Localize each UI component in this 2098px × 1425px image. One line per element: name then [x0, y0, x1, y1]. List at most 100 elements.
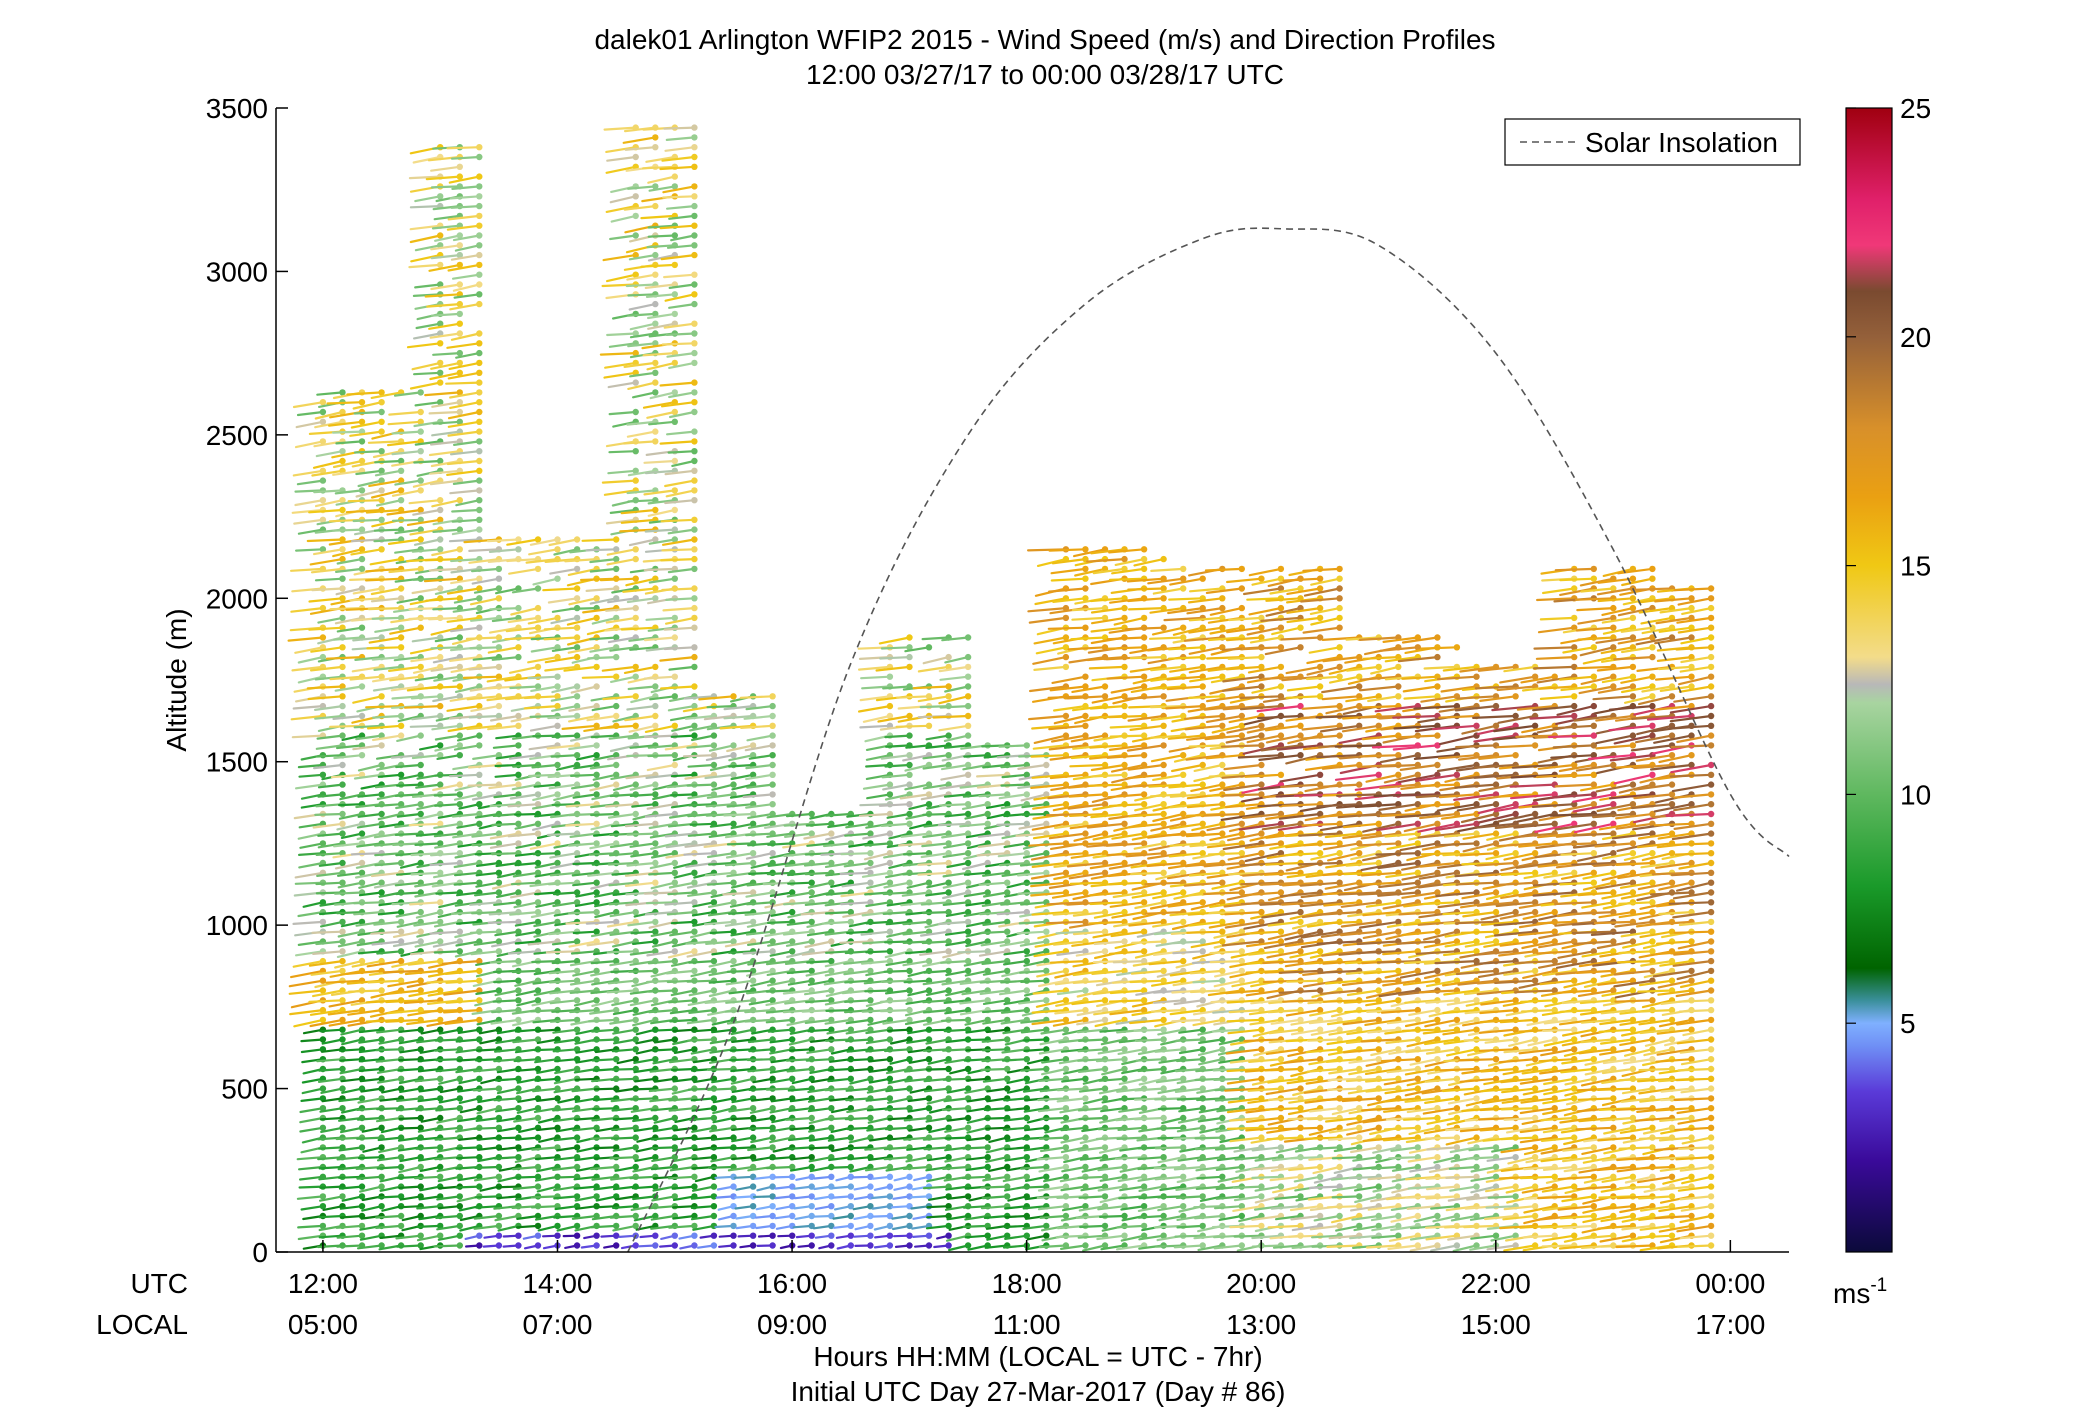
wind-barb-staff — [339, 1214, 364, 1219]
wind-barb-dot — [925, 801, 933, 808]
wind-barb-dot — [397, 908, 405, 916]
wind-barb-dot — [573, 997, 581, 1004]
wind-barb-dot — [691, 614, 698, 622]
wind-barb-staff — [601, 665, 637, 672]
wind-barb-dot — [691, 928, 698, 935]
wind-barb-dot — [456, 634, 463, 641]
wind-barb-dot — [632, 1144, 639, 1151]
wind-barb-dot — [476, 418, 483, 425]
wind-barb-dot — [964, 1193, 972, 1200]
wind-barb-dot — [476, 173, 483, 180]
wind-barb-dot — [691, 653, 698, 661]
wind-barb-staff — [647, 989, 676, 993]
wind-barb-dot — [515, 1105, 522, 1112]
wind-barb-dot — [476, 791, 483, 798]
wind-barb-dot — [671, 869, 678, 876]
wind-barb-dot — [378, 1173, 385, 1181]
wind-barb-dot — [613, 1222, 620, 1230]
wind-barb-dot — [437, 261, 444, 269]
wind-barb-dot — [476, 408, 483, 416]
wind-barb-staff — [884, 744, 911, 748]
wind-barb-dot — [339, 879, 346, 886]
wind-barb-staff — [299, 1175, 324, 1181]
wind-barb-staff — [628, 303, 657, 311]
wind-barb-staff — [336, 744, 364, 750]
wind-barb-dot — [476, 349, 483, 357]
wind-barb-staff — [314, 499, 344, 508]
wind-barb-dot — [476, 300, 483, 308]
wind-barb-dot — [319, 546, 327, 553]
wind-barb-dot — [652, 134, 659, 141]
wind-barb-dot — [593, 1232, 600, 1239]
wind-barb-dot — [456, 242, 463, 249]
wind-barb-staff — [376, 1165, 403, 1170]
wind-barb-dot — [397, 1222, 405, 1230]
wind-barb-staff — [435, 891, 461, 895]
wind-barb-staff — [334, 489, 364, 495]
wind-barb-dot — [515, 742, 522, 749]
wind-barb-staff — [626, 832, 657, 836]
wind-barb-staff — [297, 763, 324, 769]
wind-barb-dot — [769, 1144, 776, 1151]
wind-barb-staff — [311, 587, 344, 592]
wind-barb-dot — [632, 477, 639, 484]
wind-barb-dot — [769, 732, 776, 739]
wind-barb-dot — [652, 1242, 659, 1249]
wind-barb-dot — [906, 1212, 913, 1220]
wind-barb-dot — [339, 624, 346, 631]
wind-barb-staff — [333, 636, 364, 641]
wind-barb-dot — [906, 732, 913, 739]
wind-barb-dot — [437, 702, 444, 710]
wind-barb-staff — [492, 744, 520, 749]
wind-barb-dot — [593, 1193, 600, 1200]
wind-barb-dot — [339, 1065, 346, 1073]
wind-barb-staff — [353, 724, 383, 729]
wind-barb-staff — [824, 910, 852, 915]
wind-barb-dot — [808, 918, 815, 926]
wind-barb-dot — [671, 722, 678, 729]
wind-barb-dot — [554, 1095, 561, 1102]
wind-barb-staff — [317, 1146, 344, 1150]
wind-barb-staff — [940, 1018, 970, 1022]
wind-barb-staff — [297, 528, 324, 535]
wind-barb-dot — [339, 1016, 346, 1024]
wind-barb-dot — [476, 291, 483, 298]
wind-barb-dot — [691, 193, 698, 200]
wind-barb-dot — [691, 340, 698, 347]
wind-barb-dot — [437, 653, 444, 661]
wind-barb-dot — [573, 634, 581, 641]
wind-barb-staff — [338, 1116, 364, 1122]
wind-barb-dot — [906, 820, 913, 827]
wind-barb-dot — [945, 1242, 952, 1249]
wind-barb-staff — [338, 1097, 364, 1103]
wind-barb-staff — [334, 616, 364, 625]
wind-barb-dot — [339, 663, 346, 671]
wind-barb-dot — [691, 251, 698, 259]
wind-barb-dot — [397, 938, 405, 945]
wind-barb-staff — [879, 1008, 911, 1013]
wind-barb-staff — [939, 675, 970, 681]
wind-barb-staff — [474, 1165, 500, 1170]
wind-barb-dot — [437, 359, 444, 367]
wind-barb-staff — [340, 1126, 364, 1134]
wind-barb-staff — [356, 1175, 383, 1180]
wind-barb-staff — [300, 1048, 324, 1054]
wind-barb-dot — [652, 781, 659, 788]
wind-barb-staff — [414, 842, 442, 847]
wind-barb-dot — [397, 771, 405, 778]
wind-barb-dot — [417, 928, 424, 935]
wind-barb-staff — [585, 587, 618, 593]
wind-barb-staff — [301, 1087, 324, 1095]
wind-barb-dot — [358, 820, 366, 827]
wind-barb-dot — [339, 997, 346, 1004]
wind-barb-staff — [962, 1224, 989, 1229]
wind-barb-dot — [495, 948, 503, 955]
wind-barb-dot — [652, 369, 659, 376]
wind-barb-staff — [315, 744, 344, 750]
wind-barb-dot — [358, 712, 366, 720]
wind-barb-dot — [319, 1016, 327, 1024]
wind-barb-staff — [532, 852, 559, 856]
wind-barb-dot — [886, 1242, 894, 1249]
wind-barb-staff — [547, 597, 579, 604]
wind-barb-dot — [378, 1006, 385, 1014]
